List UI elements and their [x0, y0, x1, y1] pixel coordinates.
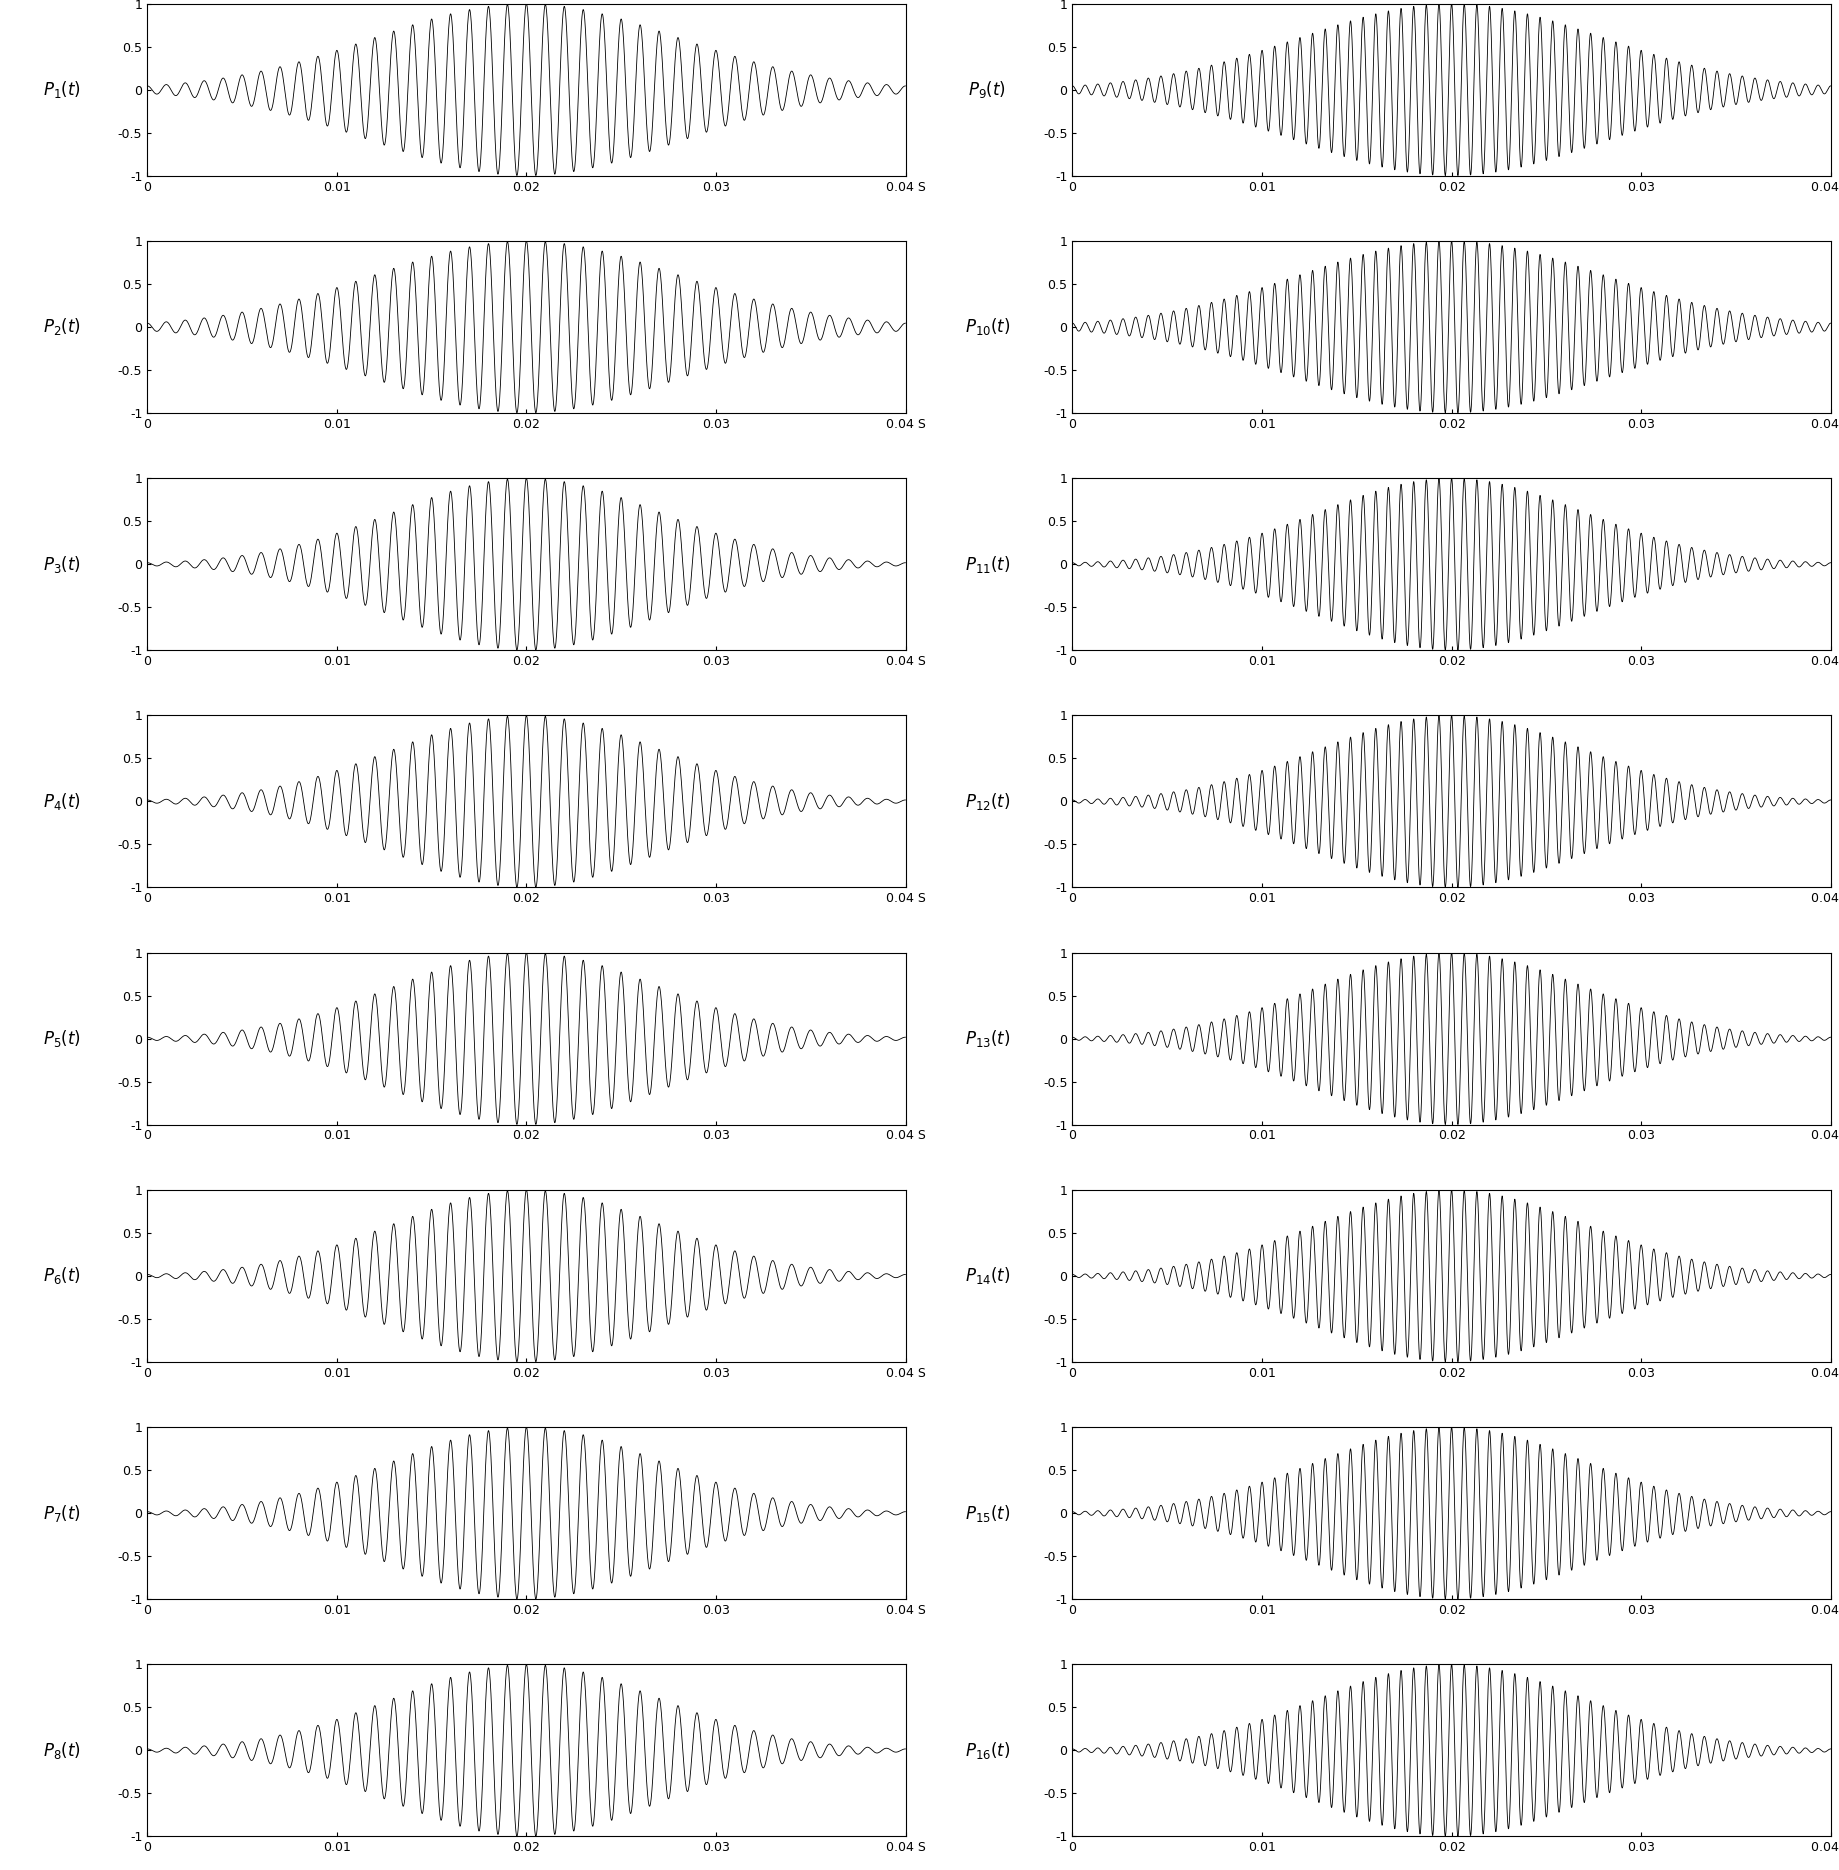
Y-axis label: $P_{2}(t)$: $P_{2}(t)$ — [44, 316, 81, 337]
Y-axis label: $P_{10}(t)$: $P_{10}(t)$ — [964, 316, 1010, 337]
Y-axis label: $P_{5}(t)$: $P_{5}(t)$ — [44, 1028, 81, 1049]
Y-axis label: $P_{13}(t)$: $P_{13}(t)$ — [964, 1028, 1010, 1049]
Y-axis label: $P_{16}(t)$: $P_{16}(t)$ — [964, 1739, 1010, 1762]
Y-axis label: $P_{1}(t)$: $P_{1}(t)$ — [44, 79, 81, 101]
Y-axis label: $P_{9}(t)$: $P_{9}(t)$ — [967, 79, 1006, 101]
Y-axis label: $P_{12}(t)$: $P_{12}(t)$ — [964, 791, 1010, 812]
Y-axis label: $P_{4}(t)$: $P_{4}(t)$ — [44, 791, 81, 812]
Y-axis label: $P_{15}(t)$: $P_{15}(t)$ — [964, 1503, 1010, 1524]
Y-axis label: $P_{8}(t)$: $P_{8}(t)$ — [44, 1739, 81, 1762]
Y-axis label: $P_{3}(t)$: $P_{3}(t)$ — [44, 554, 81, 574]
Y-axis label: $P_{7}(t)$: $P_{7}(t)$ — [44, 1503, 81, 1524]
Y-axis label: $P_{11}(t)$: $P_{11}(t)$ — [964, 554, 1010, 574]
Y-axis label: $P_{6}(t)$: $P_{6}(t)$ — [44, 1266, 81, 1287]
Y-axis label: $P_{14}(t)$: $P_{14}(t)$ — [964, 1266, 1010, 1287]
